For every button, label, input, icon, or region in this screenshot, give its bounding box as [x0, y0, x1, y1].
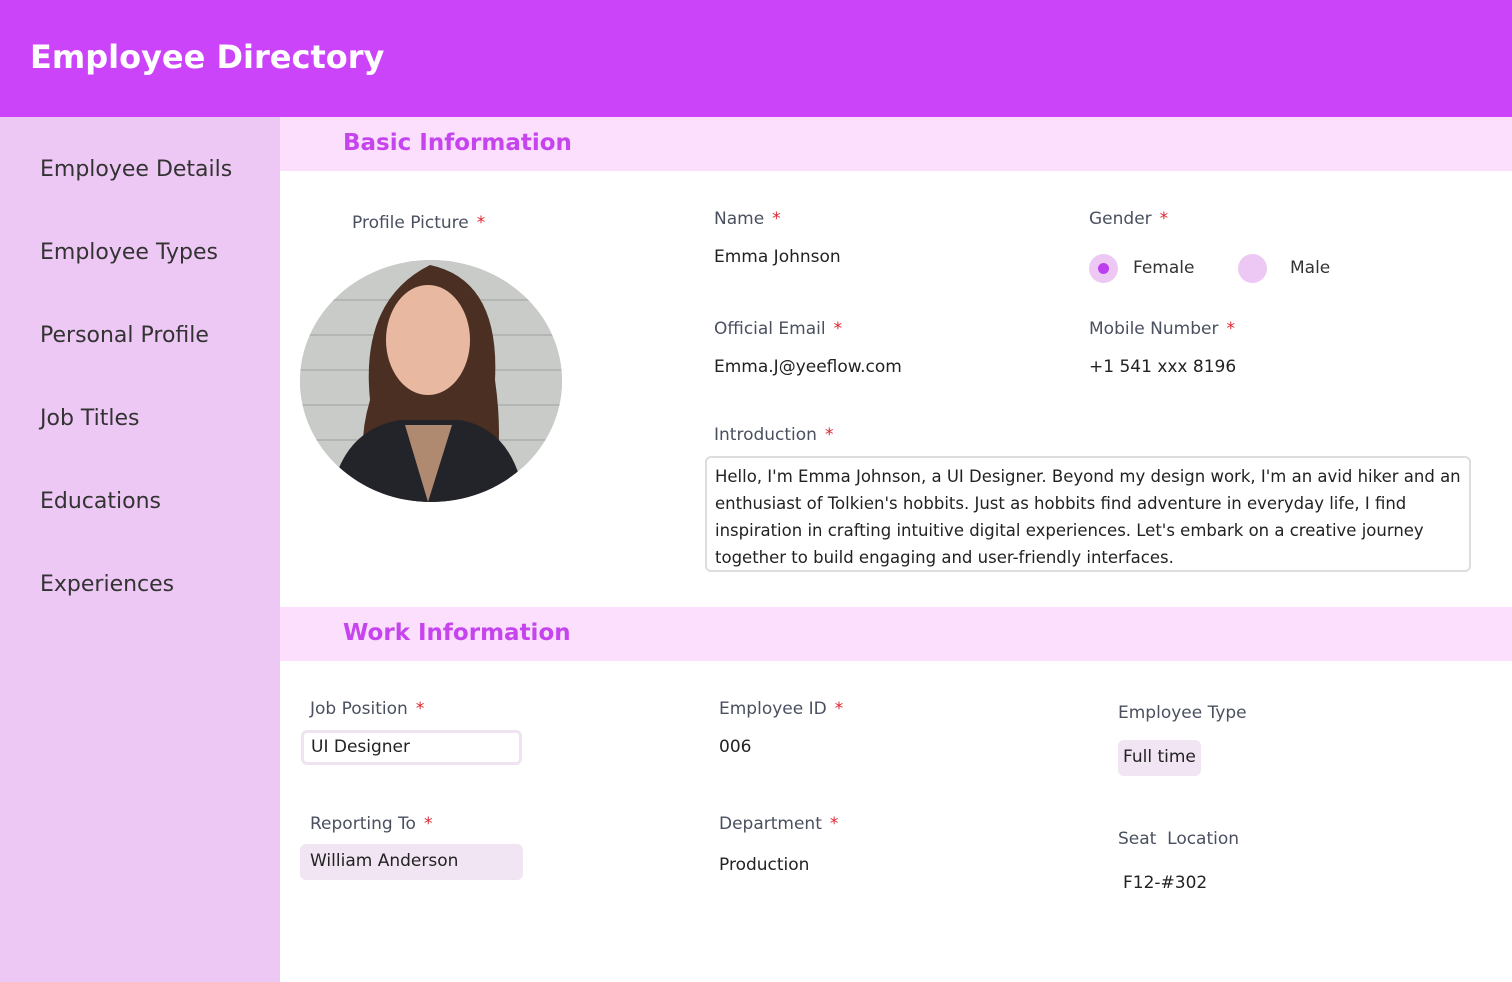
gender-male-radio[interactable]	[1238, 254, 1267, 283]
gender-label: Gender *	[1089, 209, 1169, 229]
work-information-header: Work Information	[280, 607, 1512, 661]
introduction-textarea[interactable]: Hello, I'm Emma Johnson, a UI Designer. …	[705, 456, 1471, 572]
employee-id-label: Employee ID *	[719, 699, 844, 719]
section-title: Basic Information	[343, 130, 572, 156]
reporting-to-label: Reporting To *	[310, 814, 433, 834]
gender-female-label: Female	[1133, 258, 1195, 278]
name-value: Emma Johnson	[714, 247, 841, 267]
basic-information-header: Basic Information	[280, 117, 1512, 171]
gender-female-radio[interactable]	[1089, 254, 1118, 283]
app-header: Employee Directory	[0, 0, 1512, 117]
sidebar-item-job-titles[interactable]: Job Titles	[40, 406, 140, 431]
mobile-label: Mobile Number *	[1089, 319, 1235, 339]
mobile-value: +1 541 xxx 8196	[1089, 357, 1237, 377]
department-label: Department *	[719, 814, 839, 834]
gender-male-label: Male	[1290, 258, 1331, 278]
sidebar-item-personal-profile[interactable]: Personal Profile	[40, 323, 209, 348]
sidebar-item-employee-details[interactable]: Employee Details	[40, 157, 233, 182]
section-title: Work Information	[343, 620, 571, 646]
name-label: Name *	[714, 209, 781, 229]
employee-type-badge: Full time	[1118, 740, 1201, 776]
introduction-label: Introduction *	[714, 425, 834, 445]
job-position-label: Job Position *	[310, 699, 425, 719]
profile-picture[interactable]	[300, 260, 562, 502]
reporting-to-field[interactable]: William Anderson	[300, 844, 523, 880]
department-value: Production	[719, 855, 810, 875]
sidebar-item-employee-types[interactable]: Employee Types	[40, 240, 218, 265]
email-label: Official Email *	[714, 319, 843, 339]
app-title: Employee Directory	[30, 38, 385, 76]
employee-id-value: 006	[719, 737, 752, 757]
seat-location-value: F12-#302	[1123, 873, 1208, 893]
job-position-input[interactable]: UI Designer	[301, 730, 522, 765]
employee-type-label: Employee Type	[1118, 703, 1247, 723]
sidebar: Employee Details Employee Types Personal…	[0, 117, 280, 982]
sidebar-item-experiences[interactable]: Experiences	[40, 572, 175, 597]
sidebar-item-educations[interactable]: Educations	[40, 489, 161, 514]
email-value: Emma.J@yeeflow.com	[714, 357, 902, 377]
profile-picture-label: Profile Picture *	[352, 213, 486, 233]
seat-location-label: Seat Location	[1118, 829, 1240, 849]
